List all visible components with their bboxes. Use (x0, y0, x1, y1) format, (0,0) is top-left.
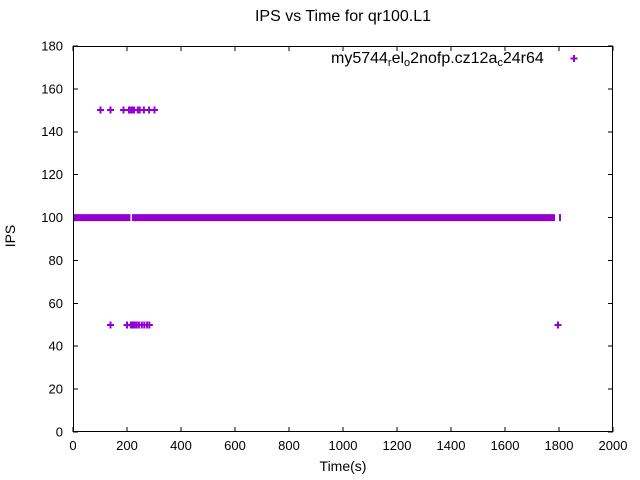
svg-text:180: 180 (41, 38, 63, 53)
svg-text:0: 0 (69, 438, 76, 453)
svg-text:800: 800 (278, 438, 300, 453)
svg-text:600: 600 (224, 438, 246, 453)
svg-text:1200: 1200 (383, 438, 412, 453)
svg-text:100: 100 (41, 210, 63, 225)
svg-text:my5744relo2nofp.cz12ac24r64: my5744relo2nofp.cz12ac24r64 (331, 50, 544, 69)
svg-text:IPS: IPS (2, 225, 18, 248)
svg-text:0: 0 (56, 425, 63, 440)
svg-text:1400: 1400 (437, 438, 466, 453)
svg-text:200: 200 (116, 438, 138, 453)
svg-text:1600: 1600 (491, 438, 520, 453)
svg-text:IPS vs Time for qr100.L1: IPS vs Time for qr100.L1 (255, 8, 431, 25)
svg-text:2000: 2000 (599, 438, 628, 453)
svg-text:120: 120 (41, 167, 63, 182)
svg-text:160: 160 (41, 81, 63, 96)
svg-text:400: 400 (170, 438, 192, 453)
svg-text:Time(s): Time(s) (320, 458, 367, 474)
svg-text:80: 80 (49, 253, 63, 268)
svg-text:140: 140 (41, 124, 63, 139)
svg-text:20: 20 (49, 382, 63, 397)
svg-text:1800: 1800 (545, 438, 574, 453)
svg-text:40: 40 (49, 339, 63, 354)
svg-text:60: 60 (49, 296, 63, 311)
svg-text:1000: 1000 (329, 438, 358, 453)
